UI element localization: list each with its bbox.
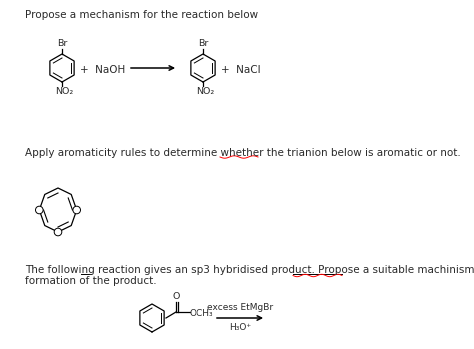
Text: Propose a mechanism for the reaction below: Propose a mechanism for the reaction bel…	[25, 10, 258, 20]
Text: OCH₃: OCH₃	[190, 309, 214, 318]
Text: The following reaction gives an sp3 hybridised product. Propose a suitable machi: The following reaction gives an sp3 hybr…	[25, 265, 474, 275]
Text: formation of the product.: formation of the product.	[25, 276, 156, 286]
Text: +  NaOH: + NaOH	[80, 65, 125, 75]
Text: NO₂: NO₂	[55, 87, 73, 96]
Text: O: O	[173, 292, 181, 301]
Circle shape	[36, 206, 43, 214]
Text: H₃O⁺: H₃O⁺	[229, 323, 251, 332]
Text: NO₂: NO₂	[196, 87, 214, 96]
Text: excess EtMgBr: excess EtMgBr	[207, 303, 273, 312]
Text: +  NaCl: + NaCl	[221, 65, 261, 75]
Circle shape	[73, 206, 81, 214]
Text: Apply aromaticity rules to determine whether the trianion below is aromatic or n: Apply aromaticity rules to determine whe…	[25, 148, 461, 158]
Text: Br: Br	[57, 39, 67, 48]
Text: Br: Br	[198, 39, 209, 48]
Circle shape	[54, 228, 62, 236]
